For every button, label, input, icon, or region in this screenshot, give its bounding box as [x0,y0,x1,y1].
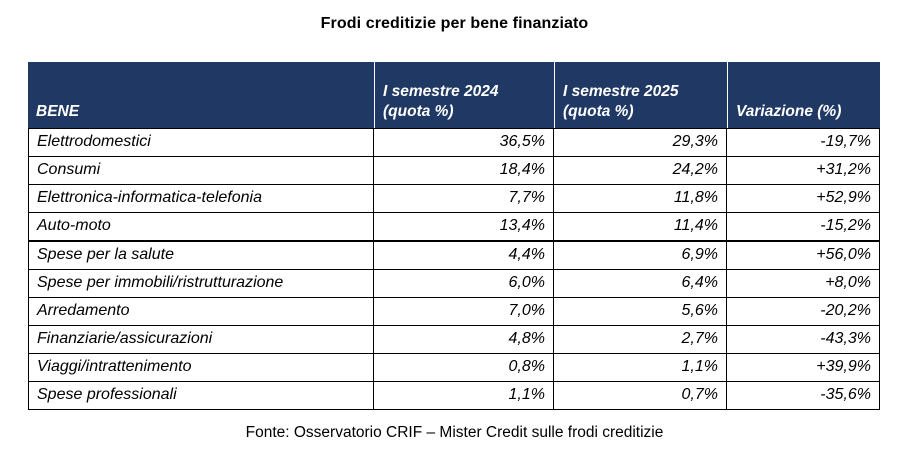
cell-s2024: 0,8% [374,354,554,382]
cell-s2024: 6,0% [374,270,554,298]
table-row: Viaggi/intrattenimento 0,8% 1,1% +39,9% [28,354,880,382]
table-body: Elettrodomestici 36,5% 29,3% -19,7% Cons… [28,128,880,410]
cell-s2025: 5,6% [554,298,727,326]
header-row: BENE I semestre 2024 (quota %) I semestr… [28,62,880,128]
cell-variazione: +8,0% [727,270,880,298]
cell-variazione: +56,0% [727,242,880,270]
cell-bene: Spese per immobili/ristrutturazione [28,270,374,298]
header-sem-2024: I semestre 2024 (quota %) [374,62,554,128]
table-row: Elettronica-informatica-telefonia 7,7% 1… [28,185,880,213]
cell-s2024: 4,8% [374,326,554,354]
cell-s2025: 11,8% [554,185,727,213]
cell-bene: Elettrodomestici [28,128,374,157]
header-sem-2025-line2: (quota %) [563,102,634,120]
table-row: Arredamento 7,0% 5,6% -20,2% [28,298,880,326]
table-row: Spese professionali 1,1% 0,7% -35,6% [28,382,880,410]
cell-bene: Arredamento [28,298,374,326]
cell-variazione: -20,2% [727,298,880,326]
source-note: Fonte: Osservatorio CRIF – Mister Credit… [245,424,664,441]
header-bene-label: BENE [36,102,80,120]
cell-s2025: 24,2% [554,157,727,185]
table-row: Spese per immobili/ristrutturazione 6,0%… [28,270,880,298]
cell-s2024: 4,4% [374,242,554,270]
cell-bene: Auto-moto [28,213,374,242]
cell-variazione: -43,3% [727,326,880,354]
table-row: Consumi 18,4% 24,2% +31,2% [28,157,880,185]
cell-s2024: 7,0% [374,298,554,326]
cell-variazione: -15,2% [727,213,880,242]
cell-variazione: +31,2% [727,157,880,185]
table-row: Elettrodomestici 36,5% 29,3% -19,7% [28,128,880,157]
fraud-table: BENE I semestre 2024 (quota %) I semestr… [28,62,880,410]
cell-bene: Elettronica-informatica-telefonia [28,185,374,213]
table-row: Finanziarie/assicurazioni 4,8% 2,7% -43,… [28,326,880,354]
cell-s2025: 6,9% [554,242,727,270]
chart-title: Frodi creditizie per bene finanziato [320,15,589,32]
cell-s2024: 7,7% [374,185,554,213]
cell-variazione: -19,7% [727,128,880,157]
cell-bene: Consumi [28,157,374,185]
cell-s2025: 6,4% [554,270,727,298]
table-header: BENE I semestre 2024 (quota %) I semestr… [28,62,880,128]
table-row: Auto-moto 13,4% 11,4% -15,2% [28,213,880,242]
cell-variazione: +52,9% [727,185,880,213]
cell-s2025: 1,1% [554,354,727,382]
cell-s2024: 36,5% [374,128,554,157]
header-sem-2024-line1: I semestre 2024 [383,83,499,101]
cell-s2025: 2,7% [554,326,727,354]
cell-s2025: 29,3% [554,128,727,157]
header-sem-2025: I semestre 2025 (quota %) [554,62,727,128]
cell-s2025: 11,4% [554,213,727,242]
header-sem-2025-line1: I semestre 2025 [563,83,679,101]
cell-bene: Finanziarie/assicurazioni [28,326,374,354]
cell-variazione: -35,6% [727,382,880,410]
header-bene: BENE [28,62,374,128]
cell-s2024: 1,1% [374,382,554,410]
header-variazione-label: Variazione (%) [736,102,842,120]
header-sem-2024-line2: (quota %) [383,102,454,120]
cell-variazione: +39,9% [727,354,880,382]
cell-bene: Viaggi/intrattenimento [28,354,374,382]
header-variazione: Variazione (%) [727,62,880,128]
cell-s2024: 13,4% [374,213,554,242]
table-row: Spese per la salute 4,4% 6,9% +56,0% [28,242,880,270]
cell-s2025: 0,7% [554,382,727,410]
cell-bene: Spese professionali [28,382,374,410]
cell-s2024: 18,4% [374,157,554,185]
cell-bene: Spese per la salute [28,242,374,270]
